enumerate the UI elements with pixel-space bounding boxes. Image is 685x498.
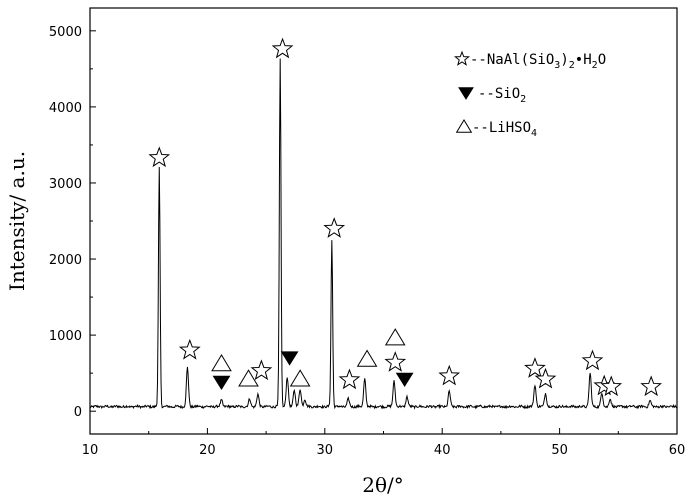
star-marker-icon [323, 217, 346, 238]
x-tick-label: 40 [434, 443, 451, 458]
x-axis-title: 2θ/° [362, 473, 404, 497]
legend-text: SiO [495, 86, 520, 102]
legend-entry-nasio: --NaAl(SiO3)2•H2O [470, 52, 606, 71]
star-marker-icon [338, 368, 361, 390]
legend: --NaAl(SiO3)2•H2O --SiO2 --LiHSO4 [453, 50, 606, 139]
y-tick-label: 4000 [49, 101, 82, 116]
x-tick-label: 50 [551, 443, 568, 458]
y-tick-label: 0 [74, 405, 82, 420]
legend-text: LiHSO [489, 120, 531, 136]
star-marker-icon [178, 338, 201, 360]
legend-prefix: -- [472, 120, 489, 136]
x-tick-label: 60 [669, 443, 685, 458]
legend-text: ) [560, 52, 568, 68]
star-marker-icon [640, 375, 663, 397]
x-tick-label: 30 [317, 443, 334, 458]
star-marker-icon [271, 37, 294, 59]
legend-open-triangle-icon [455, 119, 473, 133]
star-marker-icon [524, 357, 546, 378]
y-axis-title: Intensity/ a.u. [5, 151, 29, 291]
star-marker-icon [438, 364, 461, 386]
y-tick-label: 1000 [49, 329, 82, 344]
legend-subscript: 4 [531, 128, 537, 139]
legend-filled-triangle-icon [458, 87, 474, 100]
open-triangle-marker-icon [238, 369, 259, 387]
x-tick-label: 20 [199, 443, 216, 458]
legend-subscript: 2 [520, 94, 526, 105]
legend-entry-lihso4: --LiHSO4 [472, 120, 537, 139]
open-triangle-marker-icon [211, 354, 232, 372]
filled-triangle-marker-icon [212, 375, 231, 391]
legend-subscript: 2 [592, 60, 598, 71]
star-marker-icon [581, 349, 604, 371]
legend-prefix: -- [470, 52, 487, 68]
peak-markers [148, 37, 663, 397]
x-axis-ticks: 10 20 30 40 50 60 [82, 428, 685, 458]
x-tick-label: 10 [82, 443, 99, 458]
y-axis-ticks: 0 1000 2000 3000 4000 5000 [49, 25, 96, 420]
filled-triangle-marker-icon [280, 351, 299, 366]
open-triangle-marker-icon [356, 349, 378, 367]
legend-text: O [598, 52, 606, 68]
open-triangle-marker-icon [289, 369, 311, 387]
star-marker-icon [384, 351, 407, 372]
legend-text: •H [575, 52, 592, 68]
legend-text: NaAl(SiO [487, 52, 554, 68]
y-tick-label: 2000 [49, 253, 82, 268]
star-marker-icon [534, 367, 557, 389]
y-tick-label: 3000 [49, 177, 82, 192]
legend-star-icon [453, 50, 471, 66]
open-triangle-marker-icon [384, 328, 406, 346]
legend-entry-sio2: --SiO2 [478, 86, 526, 105]
star-marker-icon [148, 146, 171, 168]
legend-subscript: 3 [554, 60, 560, 71]
series-line-xrd-pattern [89, 58, 678, 410]
legend-prefix: -- [478, 86, 495, 102]
legend-subscript: 2 [569, 60, 575, 71]
y-tick-label: 5000 [49, 25, 82, 40]
star-marker-icon [600, 375, 623, 397]
filled-triangle-marker-icon [395, 372, 414, 387]
plot-frame [89, 7, 678, 435]
star-marker-icon [250, 359, 273, 381]
